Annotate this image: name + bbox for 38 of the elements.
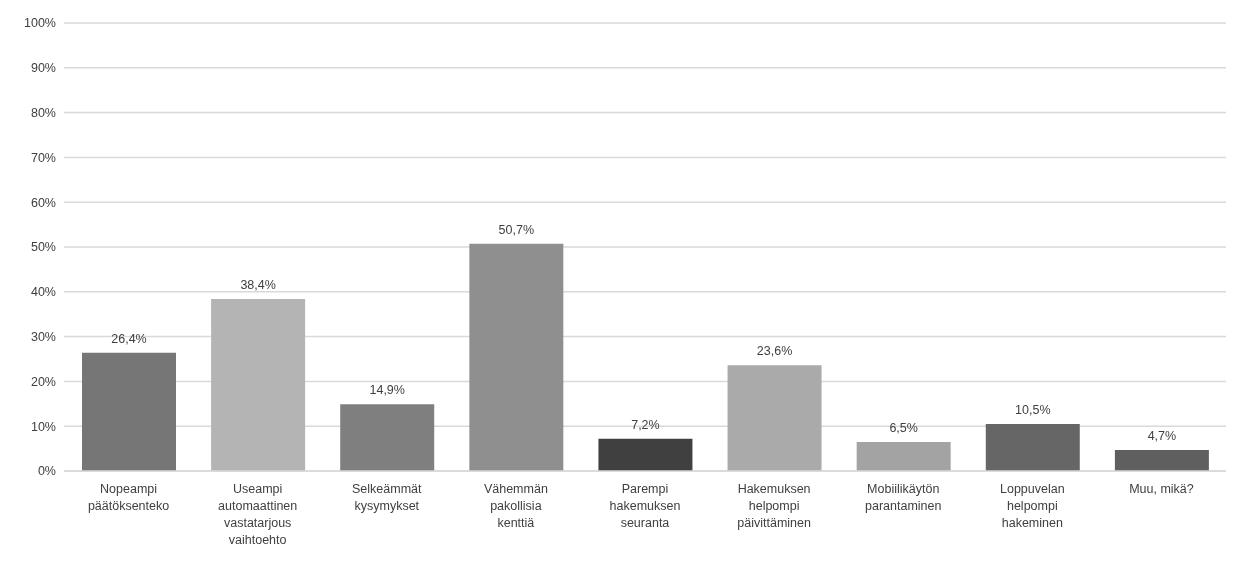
data-label: 7,2% — [631, 417, 660, 432]
y-tick-label: 0% — [37, 464, 56, 479]
x-tick-label: Useampi automaattinen vastatarjous vaihtoehto — [218, 482, 298, 547]
data-label: 10,5% — [1015, 402, 1051, 417]
x-tick-label: Parempi hakemuksen seuranta — [609, 482, 681, 530]
y-tick-label: 60% — [30, 195, 56, 210]
y-tick-label: 100% — [24, 16, 56, 31]
bar — [985, 423, 1080, 471]
y-tick-label: 20% — [30, 374, 56, 389]
bar — [856, 441, 951, 471]
data-label: 14,9% — [369, 383, 405, 398]
bar — [340, 404, 435, 471]
bar — [598, 438, 693, 471]
bar — [1114, 449, 1209, 471]
data-label: 50,7% — [498, 222, 535, 237]
data-label: 23,6% — [756, 344, 793, 359]
y-tick-label: 40% — [30, 285, 56, 300]
data-label: 4,7% — [1147, 428, 1177, 443]
data-label: 26,4% — [111, 331, 147, 346]
y-tick-label: 80% — [30, 106, 56, 121]
x-tick-label: Nopeampi päätöksenteko — [87, 482, 170, 513]
data-label: 6,5% — [889, 420, 918, 435]
y-tick-label: 10% — [30, 419, 56, 434]
y-tick-label: 30% — [30, 330, 56, 345]
x-tick-label: Vähemmän pakollisia kenttiä — [483, 482, 548, 530]
y-tick-label: 90% — [30, 61, 56, 76]
y-tick-label: 70% — [30, 150, 56, 165]
data-label: 38,4% — [240, 277, 276, 292]
y-tick-label: 50% — [30, 240, 56, 255]
bar — [727, 365, 822, 471]
bar — [211, 298, 306, 471]
x-tick-label: Loppuvelan helpompi hakeminen — [1000, 482, 1065, 530]
bar — [469, 243, 564, 471]
x-tick-label: Muu, mikä? — [1129, 482, 1194, 496]
x-tick-label: Selkeämmät kysymykset — [352, 482, 423, 513]
bar — [82, 352, 176, 471]
x-tick-label: Hakemuksen helpompi päivittäminen — [737, 482, 811, 530]
x-tick-label: Mobiilikäytön parantaminen — [865, 482, 942, 513]
